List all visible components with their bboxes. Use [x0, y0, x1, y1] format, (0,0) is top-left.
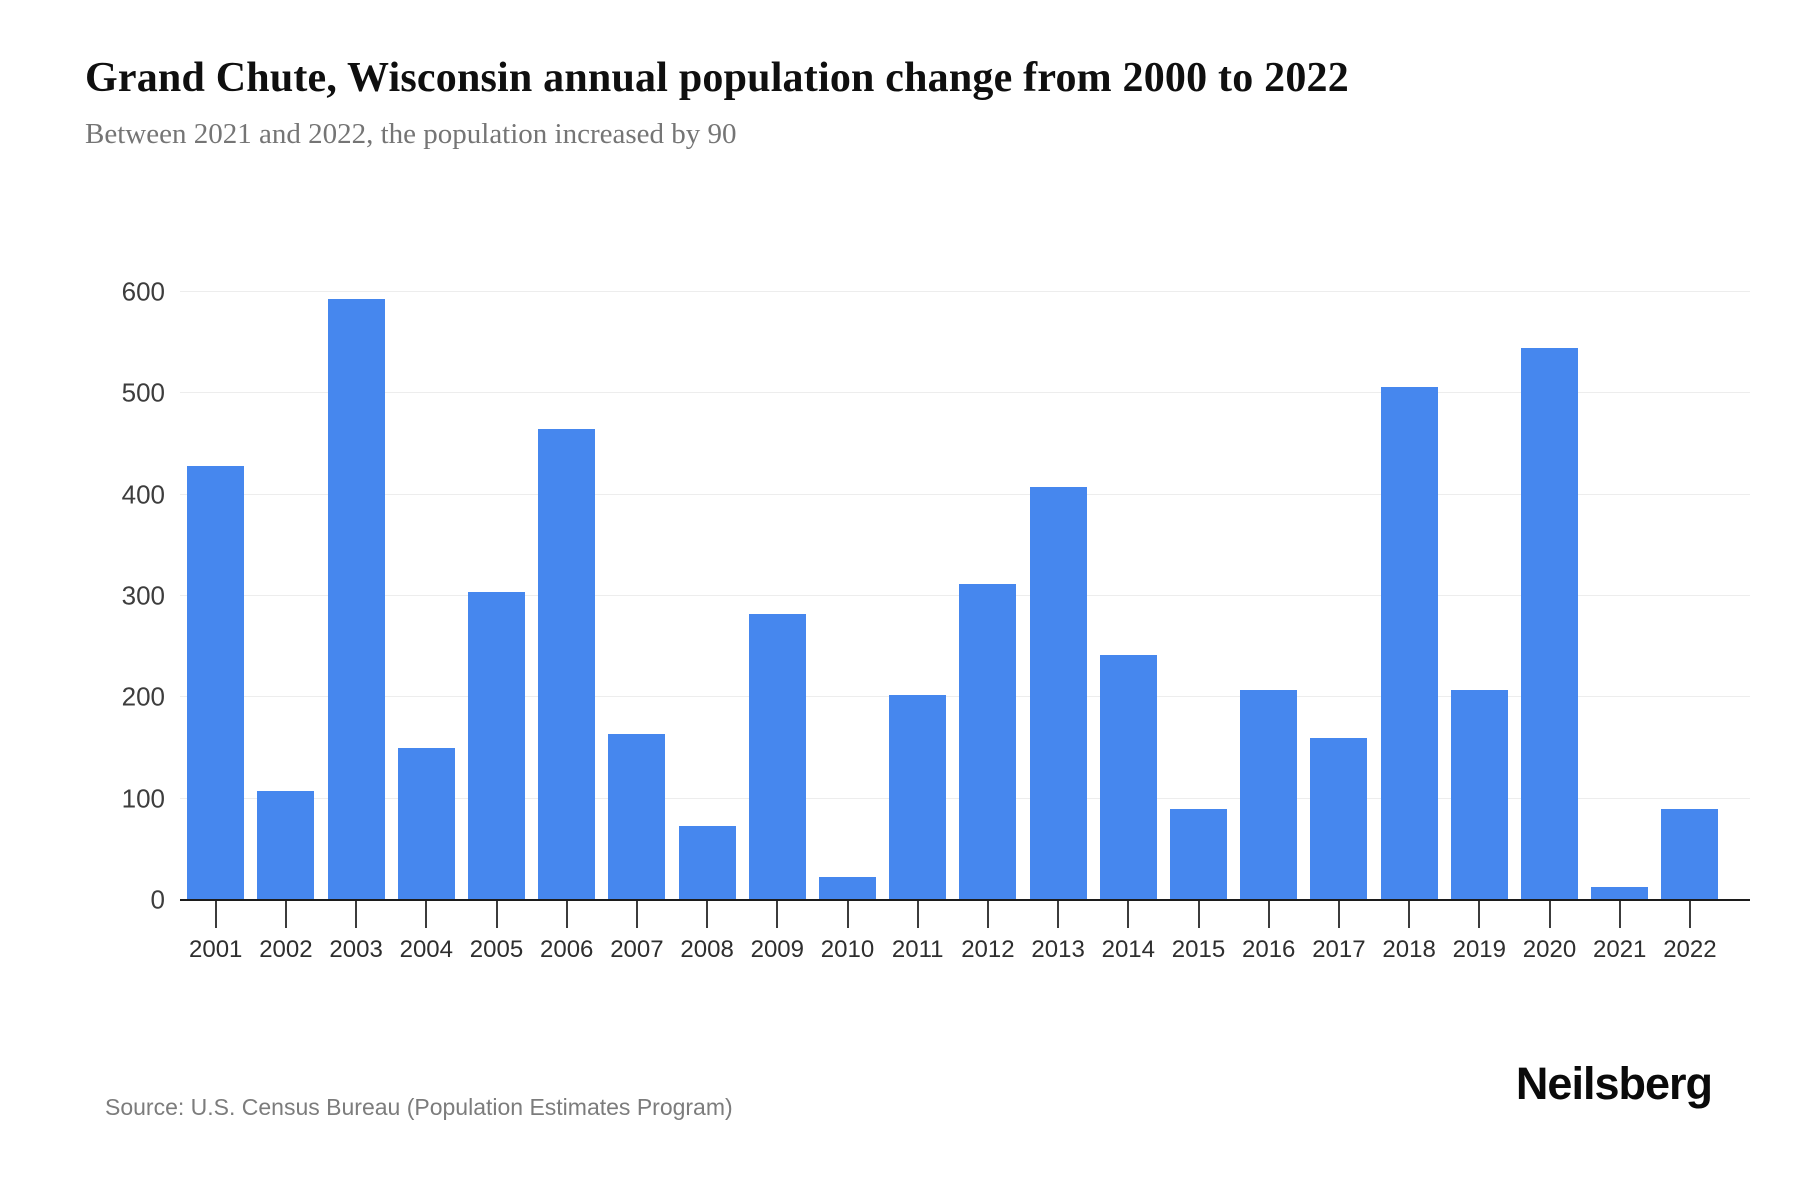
- x-axis-label: 2013: [1031, 936, 1085, 963]
- y-axis-label: 0: [150, 884, 165, 915]
- bar-2017[interactable]: [1310, 737, 1368, 900]
- y-axis-label: 200: [121, 681, 165, 712]
- bar-2006[interactable]: [538, 428, 596, 900]
- bar-2016[interactable]: [1240, 690, 1298, 900]
- bar-2014[interactable]: [1099, 654, 1157, 900]
- x-axis-label: 2006: [539, 936, 594, 963]
- x-axis-tick: [1548, 900, 1551, 928]
- bar-2009[interactable]: [748, 614, 806, 900]
- x-axis-tick: [1267, 900, 1270, 928]
- x-axis-label: 2007: [610, 936, 664, 963]
- bar-2001[interactable]: [187, 466, 245, 900]
- x-axis-tick: [1057, 900, 1060, 928]
- bar-2010[interactable]: [819, 876, 876, 900]
- bar-2013[interactable]: [1029, 486, 1087, 900]
- bar-2015[interactable]: [1170, 808, 1227, 900]
- x-axis-tick: [355, 900, 358, 928]
- page-subtitle: Between 2021 and 2022, the population in…: [85, 118, 737, 150]
- bar-2020[interactable]: [1521, 347, 1578, 900]
- x-axis-label: 2008: [680, 936, 734, 963]
- y-axis-label: 500: [121, 377, 165, 408]
- x-axis-label: 2011: [891, 936, 944, 963]
- x-axis-tick: [495, 900, 498, 928]
- bar-2011[interactable]: [889, 695, 947, 900]
- x-axis-label: 2022: [1663, 936, 1717, 963]
- x-axis-label: 2009: [750, 936, 804, 963]
- x-axis-tick: [1337, 900, 1340, 928]
- x-axis-label: 2012: [961, 936, 1015, 963]
- x-axis-tick: [425, 900, 428, 928]
- bar-2005[interactable]: [468, 591, 525, 900]
- x-axis-tick: [1478, 900, 1481, 928]
- x-axis-tick: [916, 900, 919, 928]
- gridline: [180, 493, 1750, 495]
- x-axis-tick: [1688, 900, 1691, 928]
- x-axis-label: 2001: [188, 936, 243, 963]
- x-axis-baseline: [180, 899, 1750, 901]
- bar-2007[interactable]: [608, 733, 666, 900]
- bar-2004[interactable]: [397, 748, 455, 900]
- x-axis-label: 2014: [1101, 936, 1155, 963]
- y-axis-label: 300: [121, 580, 165, 611]
- x-axis-tick: [635, 900, 638, 928]
- x-axis-tick: [214, 900, 217, 928]
- bar-2012[interactable]: [959, 583, 1017, 900]
- bar-2022[interactable]: [1661, 808, 1719, 900]
- y-axis-label: 600: [121, 276, 165, 307]
- y-axis-label: 400: [121, 479, 165, 510]
- bar-2019[interactable]: [1450, 690, 1508, 900]
- bar-2021[interactable]: [1591, 886, 1649, 900]
- bar-2002[interactable]: [257, 790, 315, 900]
- bar-2008[interactable]: [678, 826, 736, 900]
- x-axis-label: 2019: [1452, 936, 1506, 963]
- x-axis-tick: [565, 900, 568, 928]
- x-axis-tick: [846, 900, 849, 928]
- x-axis-tick: [1197, 900, 1200, 928]
- x-axis-label: 2010: [820, 936, 875, 963]
- gridline: [180, 392, 1750, 394]
- y-axis-label: 100: [121, 783, 165, 814]
- bar-2003[interactable]: [327, 299, 385, 900]
- x-axis-label: 2005: [469, 936, 524, 963]
- x-axis-tick: [776, 900, 779, 928]
- x-axis-label: 2004: [399, 936, 453, 963]
- x-axis-tick: [706, 900, 709, 928]
- x-axis-label: 2017: [1312, 936, 1366, 963]
- x-axis-label: 2016: [1241, 936, 1296, 963]
- x-axis-label: 2021: [1592, 936, 1647, 963]
- x-axis-tick: [284, 900, 287, 928]
- x-axis-tick: [986, 900, 989, 928]
- x-axis-label: 2002: [259, 936, 313, 963]
- x-axis-label: 2020: [1522, 936, 1577, 963]
- x-axis-tick: [1127, 900, 1130, 928]
- x-axis-label: 2003: [329, 936, 383, 963]
- bar-2018[interactable]: [1380, 387, 1438, 900]
- gridline: [180, 291, 1750, 292]
- page-title: Grand Chute, Wisconsin annual population…: [85, 55, 1349, 101]
- x-axis-tick: [1618, 900, 1621, 928]
- bar-chart-plot-area: 0 100 200 300 400 500 600 2001 2002 2003 2004 2005 2…: [122, 277, 1750, 963]
- brand-logo: Neilsberg: [1515, 1058, 1713, 1109]
- source-text: Source: U.S. Census Bureau (Population E…: [105, 1094, 733, 1120]
- x-axis-label: 2018: [1382, 936, 1436, 963]
- x-axis-label: 2015: [1171, 936, 1226, 963]
- x-axis-tick: [1408, 900, 1411, 928]
